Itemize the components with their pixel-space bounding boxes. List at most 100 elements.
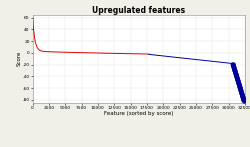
Point: [238, 88, 242, 90]
Point: [236, 79, 240, 81]
Point: [241, 98, 245, 101]
Point: [234, 74, 238, 76]
Point: [233, 72, 237, 74]
Point: [238, 88, 242, 90]
Point: [237, 83, 241, 86]
Point: [236, 82, 240, 84]
Point: [238, 86, 242, 88]
Title: Upregulated features: Upregulated features: [92, 6, 185, 15]
Point: [239, 91, 243, 93]
Point: [236, 82, 240, 85]
Point: [239, 90, 243, 92]
Point: [236, 81, 240, 83]
Point: [234, 76, 238, 78]
Point: [233, 71, 237, 73]
Point: [232, 66, 235, 69]
Point: [233, 70, 237, 72]
Point: [241, 96, 245, 98]
Point: [236, 81, 240, 83]
Point: [233, 70, 237, 72]
Point: [238, 86, 242, 88]
Point: [235, 76, 239, 79]
Point: [231, 64, 235, 66]
Point: [235, 78, 239, 81]
Point: [235, 77, 239, 79]
Point: [238, 88, 242, 90]
Point: [241, 96, 245, 99]
Point: [241, 97, 245, 100]
Point: [239, 91, 243, 94]
Point: [237, 83, 241, 85]
Point: [238, 87, 242, 89]
Point: [231, 65, 235, 67]
Point: [237, 84, 241, 87]
Point: [238, 87, 242, 89]
Point: [234, 75, 238, 77]
Point: [235, 79, 239, 81]
Point: [238, 86, 242, 88]
Point: [237, 84, 241, 86]
Point: [238, 88, 242, 91]
Point: [235, 78, 239, 80]
Point: [242, 99, 246, 101]
Point: [242, 100, 246, 102]
Point: [241, 98, 245, 101]
Point: [238, 86, 242, 88]
Point: [232, 66, 235, 68]
Point: [232, 67, 236, 69]
Point: [232, 68, 236, 70]
Point: [241, 97, 245, 99]
Point: [235, 78, 239, 80]
Point: [231, 63, 235, 65]
Point: [239, 90, 243, 92]
Point: [240, 94, 244, 96]
Point: [234, 75, 238, 77]
Point: [232, 68, 236, 71]
Point: [237, 85, 241, 87]
Point: [235, 77, 239, 80]
Point: [233, 70, 237, 72]
Point: [232, 69, 236, 71]
Point: [232, 67, 236, 69]
Point: [234, 74, 238, 77]
Point: [235, 76, 239, 79]
Point: [236, 82, 240, 84]
Point: [231, 64, 235, 66]
Point: [231, 63, 235, 66]
Point: [241, 97, 245, 99]
Point: [234, 75, 238, 77]
Point: [234, 76, 238, 78]
Point: [237, 83, 241, 86]
Point: [234, 73, 238, 76]
Point: [237, 85, 241, 87]
Point: [236, 80, 240, 82]
Point: [240, 94, 244, 96]
Point: [236, 80, 240, 83]
Point: [237, 84, 241, 86]
Point: [240, 92, 244, 95]
Point: [236, 79, 240, 81]
Point: [231, 64, 235, 67]
Point: [234, 74, 238, 77]
Point: [232, 65, 235, 68]
Point: [240, 93, 244, 95]
Point: [236, 79, 240, 81]
Point: [241, 98, 245, 100]
Point: [240, 93, 244, 96]
Point: [240, 93, 244, 95]
Point: [232, 67, 236, 69]
Point: [240, 94, 244, 97]
Point: [234, 74, 238, 76]
Point: [241, 97, 245, 99]
Point: [231, 65, 235, 68]
Point: [232, 68, 236, 71]
Point: [237, 85, 241, 87]
Point: [237, 84, 241, 86]
Point: [237, 85, 241, 87]
Point: [240, 95, 244, 97]
Point: [234, 72, 237, 75]
Point: [238, 87, 242, 89]
Point: [240, 93, 244, 95]
Point: [238, 89, 242, 92]
Point: [236, 83, 240, 85]
